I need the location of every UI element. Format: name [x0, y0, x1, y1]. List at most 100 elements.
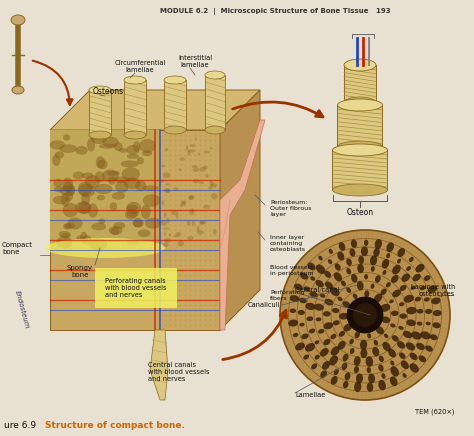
Ellipse shape [299, 323, 305, 327]
Ellipse shape [114, 222, 125, 228]
Ellipse shape [122, 167, 140, 181]
Ellipse shape [311, 363, 317, 369]
Ellipse shape [324, 271, 331, 278]
Ellipse shape [127, 154, 138, 159]
Ellipse shape [332, 184, 388, 196]
Ellipse shape [375, 275, 381, 283]
Ellipse shape [374, 248, 380, 257]
Ellipse shape [315, 280, 324, 287]
Ellipse shape [386, 242, 394, 252]
Ellipse shape [334, 369, 339, 375]
Polygon shape [332, 150, 388, 190]
Ellipse shape [351, 239, 357, 248]
Ellipse shape [95, 172, 104, 182]
Ellipse shape [308, 262, 316, 270]
Ellipse shape [420, 331, 431, 339]
Ellipse shape [78, 202, 91, 214]
Ellipse shape [110, 202, 117, 211]
Ellipse shape [54, 179, 63, 187]
Ellipse shape [211, 193, 218, 199]
Ellipse shape [374, 340, 378, 346]
Ellipse shape [381, 289, 387, 295]
Text: Canaliculi: Canaliculi [247, 302, 280, 308]
Ellipse shape [200, 221, 204, 225]
Ellipse shape [175, 232, 182, 235]
Ellipse shape [114, 177, 129, 183]
Ellipse shape [354, 382, 361, 392]
Ellipse shape [82, 235, 91, 245]
Text: Osteon: Osteon [346, 208, 374, 217]
Ellipse shape [125, 209, 137, 219]
Ellipse shape [180, 204, 182, 207]
Ellipse shape [345, 372, 350, 380]
Ellipse shape [165, 183, 170, 185]
Ellipse shape [89, 131, 111, 139]
Ellipse shape [360, 340, 367, 350]
Ellipse shape [53, 196, 67, 204]
Ellipse shape [173, 235, 180, 237]
Text: MODULE 6.2  |  Microscopic Structure of Bone Tissue   193: MODULE 6.2 | Microscopic Structure of Bo… [160, 8, 390, 15]
Ellipse shape [416, 264, 425, 272]
Ellipse shape [383, 270, 386, 275]
Ellipse shape [344, 97, 376, 109]
Ellipse shape [143, 194, 160, 207]
Ellipse shape [392, 290, 401, 297]
Ellipse shape [403, 331, 412, 338]
Polygon shape [124, 80, 146, 135]
Polygon shape [220, 120, 265, 330]
Ellipse shape [339, 331, 345, 337]
Ellipse shape [409, 257, 414, 262]
Ellipse shape [124, 178, 141, 189]
Ellipse shape [111, 228, 119, 235]
Ellipse shape [343, 381, 348, 388]
Ellipse shape [176, 214, 178, 219]
Ellipse shape [198, 153, 201, 155]
Ellipse shape [303, 354, 309, 360]
Polygon shape [50, 130, 220, 330]
Ellipse shape [342, 301, 351, 308]
Ellipse shape [63, 203, 78, 217]
Ellipse shape [354, 366, 359, 373]
Ellipse shape [164, 232, 166, 235]
Ellipse shape [163, 242, 169, 247]
Ellipse shape [391, 275, 399, 283]
Ellipse shape [195, 138, 197, 140]
Ellipse shape [96, 157, 105, 168]
Ellipse shape [416, 343, 425, 350]
Ellipse shape [320, 371, 327, 378]
Ellipse shape [213, 229, 217, 235]
Ellipse shape [392, 335, 399, 342]
Ellipse shape [205, 126, 225, 134]
Text: Central canal: Central canal [295, 287, 339, 293]
Ellipse shape [367, 333, 371, 339]
Ellipse shape [365, 290, 369, 297]
Ellipse shape [426, 322, 431, 325]
Ellipse shape [372, 347, 379, 356]
Ellipse shape [349, 249, 356, 257]
Ellipse shape [191, 165, 198, 168]
Ellipse shape [188, 195, 195, 200]
Ellipse shape [203, 166, 208, 169]
Ellipse shape [182, 202, 186, 206]
Ellipse shape [316, 317, 321, 321]
Ellipse shape [91, 223, 106, 230]
Ellipse shape [162, 200, 164, 205]
Ellipse shape [142, 150, 152, 156]
Text: Central canals
with blood vessels
and nerves: Central canals with blood vessels and ne… [148, 362, 210, 382]
Ellipse shape [97, 160, 107, 169]
Ellipse shape [371, 266, 375, 272]
Ellipse shape [386, 282, 391, 287]
Circle shape [280, 230, 450, 400]
Ellipse shape [364, 324, 370, 332]
Ellipse shape [187, 236, 194, 240]
Ellipse shape [401, 361, 409, 369]
Ellipse shape [343, 354, 348, 361]
Ellipse shape [206, 174, 209, 178]
Circle shape [353, 303, 377, 327]
Ellipse shape [305, 343, 315, 352]
Ellipse shape [63, 134, 70, 140]
Ellipse shape [133, 220, 144, 227]
Ellipse shape [382, 373, 385, 379]
Ellipse shape [332, 144, 388, 156]
Ellipse shape [371, 283, 374, 289]
